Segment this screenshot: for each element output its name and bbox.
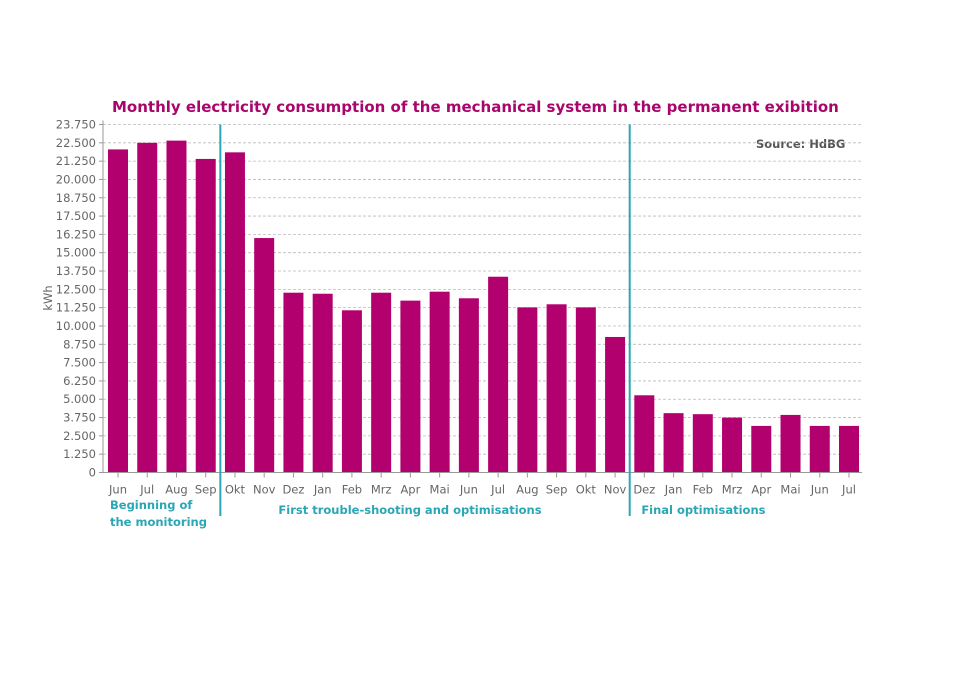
bar: [809, 425, 830, 473]
bar: [722, 417, 743, 473]
x-tick-label: Aug: [165, 483, 187, 497]
x-tick-label: Dez: [633, 483, 655, 497]
y-tick-label: 5.000: [63, 392, 96, 406]
y-tick-label: 17.500: [56, 209, 96, 223]
x-tick-label: Jun: [810, 483, 829, 497]
y-tick-label: 22.500: [56, 136, 96, 150]
y-tick-label: 7.500: [63, 356, 96, 370]
x-tick-label: Dez: [282, 483, 304, 497]
y-tick-label: 0: [89, 466, 96, 480]
bar: [780, 414, 801, 473]
y-tick-label: 20.000: [56, 172, 96, 186]
bar: [839, 425, 859, 473]
bar: [400, 300, 421, 473]
y-tick-label: 11.250: [56, 301, 96, 315]
bar: [341, 310, 362, 473]
x-tick-label: Mrz: [722, 483, 743, 497]
x-tick-label: Jan: [313, 483, 332, 497]
x-tick-label: Mai: [430, 483, 450, 497]
phase-label: Final optimisations: [641, 503, 765, 517]
bar: [166, 140, 187, 473]
x-tick-label: Feb: [693, 483, 713, 497]
chart-source: Source: HdBG: [756, 137, 845, 151]
bar: [517, 307, 538, 473]
x-tick-label: Okt: [225, 483, 246, 497]
x-tick-label: Nov: [604, 483, 627, 497]
y-tick-label: 6.250: [63, 374, 96, 388]
y-tick-label: 3.750: [63, 411, 96, 425]
bar: [751, 425, 772, 473]
bar: [605, 336, 626, 473]
bar: [224, 152, 245, 473]
bar: [575, 307, 596, 473]
bar: [371, 292, 392, 473]
x-tick-label: Jun: [459, 483, 478, 497]
phase-label: First trouble-shooting and optimisations: [278, 503, 541, 517]
x-tick-label: Jul: [841, 483, 856, 497]
phase-label: the monitoring: [110, 515, 207, 529]
y-axis-label: kWh: [41, 285, 55, 310]
bar: [283, 292, 304, 473]
y-tick-label: 1.250: [63, 447, 96, 461]
x-tick-label: Sep: [546, 483, 568, 497]
x-tick-label: Nov: [253, 483, 276, 497]
x-tick-label: Aug: [516, 483, 538, 497]
y-tick-label: 23.750: [56, 118, 96, 132]
bar: [312, 293, 333, 473]
y-tick-label: 13.750: [56, 264, 96, 278]
x-tick-label: Mrz: [371, 483, 392, 497]
bar: [546, 304, 567, 473]
bar: [429, 291, 450, 473]
y-tick-label: 16.250: [56, 227, 96, 241]
x-tick-label: Jul: [490, 483, 505, 497]
bar: [195, 158, 216, 473]
bar: [137, 142, 158, 473]
x-tick-label: Mai: [780, 483, 800, 497]
x-tick-label: Jun: [108, 483, 127, 497]
bar: [634, 395, 655, 473]
x-tick-label: Jul: [139, 483, 154, 497]
x-tick-label: Jan: [664, 483, 683, 497]
bar: [663, 413, 684, 473]
x-tick-label: Okt: [576, 483, 597, 497]
x-tick-label: Apr: [400, 483, 420, 497]
x-tick-label: Sep: [195, 483, 217, 497]
y-tick-label: 18.750: [56, 191, 96, 205]
phase-label: Beginning of: [110, 498, 193, 512]
bar: [458, 298, 479, 473]
y-tick-label: 15.000: [56, 246, 96, 260]
bar: [692, 414, 713, 473]
y-tick-label: 12.500: [56, 282, 96, 296]
chart-title: Monthly electricity consumption of the m…: [112, 98, 839, 116]
y-tick-label: 10.000: [56, 319, 96, 333]
bar: [488, 276, 509, 473]
y-tick-label: 8.750: [63, 337, 96, 351]
y-tick-label: 21.250: [56, 154, 96, 168]
y-tick-label: 2.500: [63, 429, 96, 443]
bar: [254, 238, 275, 473]
x-tick-label: Apr: [751, 483, 771, 497]
bar: [108, 149, 128, 473]
x-tick-label: Feb: [342, 483, 362, 497]
